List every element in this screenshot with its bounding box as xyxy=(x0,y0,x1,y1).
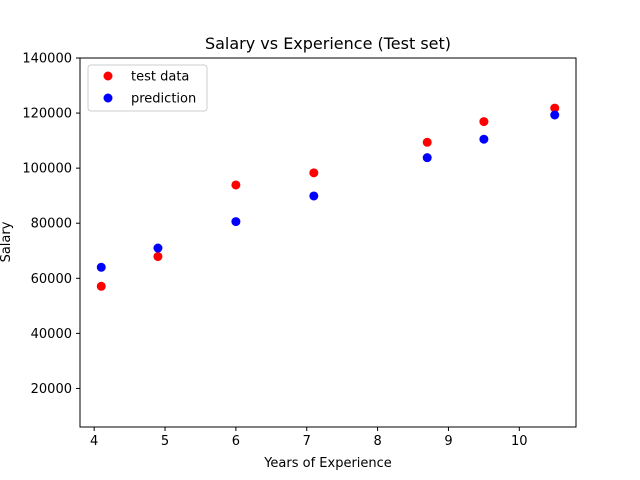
x-tick-label: 6 xyxy=(232,434,240,449)
data-point xyxy=(422,153,432,163)
y-tick-label: 20000 xyxy=(31,382,72,397)
data-point xyxy=(153,252,163,262)
data-point xyxy=(96,281,106,291)
series-test-data xyxy=(96,103,560,291)
x-tick-label: 10 xyxy=(511,434,528,449)
data-point xyxy=(422,137,432,147)
y-tick-label: 120000 xyxy=(22,107,72,122)
series-prediction xyxy=(96,110,560,272)
data-point xyxy=(153,243,163,253)
legend-box xyxy=(87,64,208,112)
y-tick-label: 80000 xyxy=(31,217,72,232)
legend-label: prediction xyxy=(131,92,196,107)
y-tick-label: 60000 xyxy=(31,272,72,287)
legend-marker xyxy=(103,93,113,103)
data-point xyxy=(479,117,489,127)
y-tick-label: 40000 xyxy=(31,327,72,342)
y-axis-label: Salary xyxy=(0,221,14,262)
chart-title: Salary vs Experience (Test set) xyxy=(205,34,451,53)
x-tick-label: 8 xyxy=(373,434,381,449)
data-point xyxy=(479,134,489,144)
x-tick-label: 5 xyxy=(161,434,169,449)
plot-area: 4 5 6 7 8 9 10 20000 40000 60000 80000 100000 120000… xyxy=(22,52,577,449)
data-point xyxy=(309,191,319,201)
data-point xyxy=(550,110,560,120)
y-tick-label: 140000 xyxy=(22,52,72,67)
legend-marker xyxy=(103,71,113,81)
x-axis-label: Years of Experience xyxy=(263,456,392,471)
legend: test data prediction xyxy=(87,64,208,112)
data-point xyxy=(96,262,106,272)
data-point xyxy=(309,168,319,178)
data-point xyxy=(231,180,241,190)
x-tick-label: 9 xyxy=(444,434,452,449)
legend-label: test data xyxy=(131,70,189,85)
axes-frame xyxy=(79,57,577,428)
y-tick-label: 100000 xyxy=(22,162,72,177)
data-point xyxy=(550,103,560,113)
data-point xyxy=(231,217,241,227)
x-tick-label: 4 xyxy=(90,434,98,449)
x-tick-label: 7 xyxy=(303,434,311,449)
